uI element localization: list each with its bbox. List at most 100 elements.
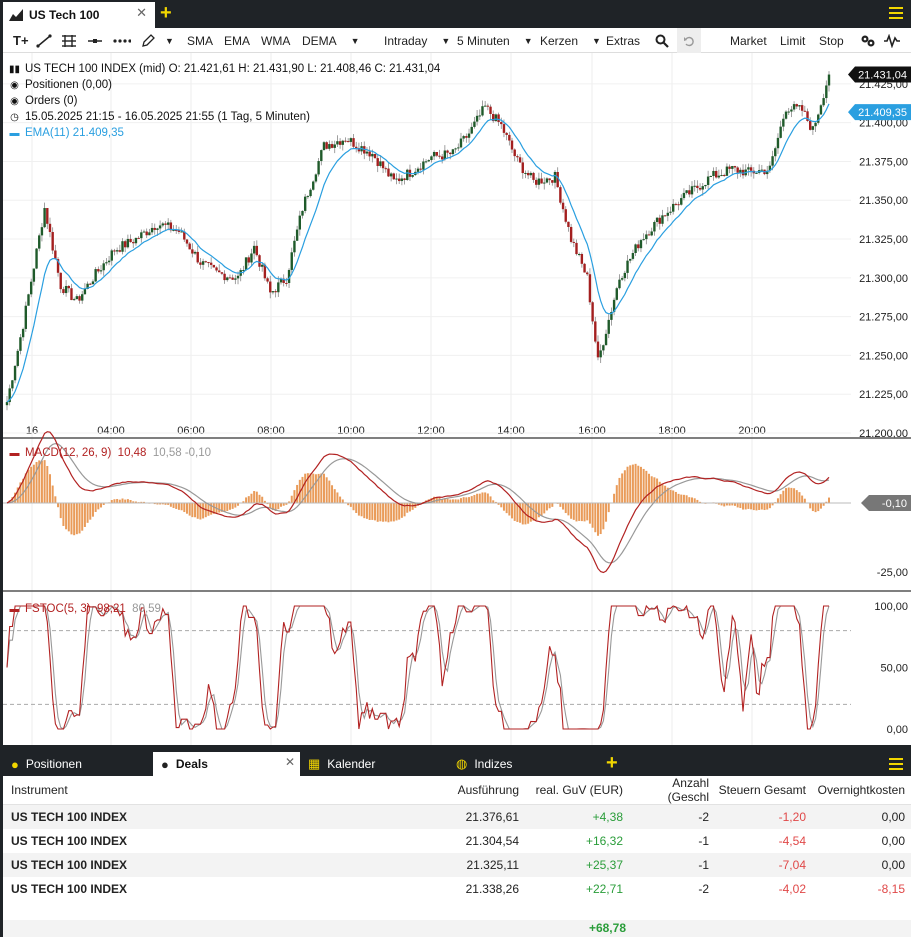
macd-histogram-bar <box>653 477 656 503</box>
macd-histogram-bar <box>411 503 414 510</box>
text-tool-label: T+ <box>13 33 29 48</box>
candle-body <box>123 241 127 248</box>
close-icon[interactable]: ✕ <box>284 755 295 769</box>
menu-icon[interactable] <box>889 758 903 770</box>
macd-histogram-bar <box>226 503 229 511</box>
text-tool-button[interactable]: T+ <box>13 28 29 53</box>
column-header[interactable]: Steuern Gesamt <box>715 776 812 805</box>
undo-button[interactable] <box>677 28 701 53</box>
ema-legend-label: EMA(11) 21.409,35 <box>25 127 124 139</box>
candle-body <box>629 258 632 261</box>
candle-body <box>64 285 68 294</box>
stoch-legend[interactable]: ▬ FSTOC(5, 3) 98,21 80,59 <box>9 603 161 615</box>
limit-order-button[interactable]: Limit <box>780 28 805 53</box>
positions-legend[interactable]: ◉ Positionen (0,00) <box>9 79 112 91</box>
tab-deals[interactable]: ● Deals ✕ <box>153 752 300 776</box>
macd-signal-value: 10,58 <box>152 447 182 459</box>
macd-histogram-bar <box>336 492 339 503</box>
settings-button[interactable] <box>860 28 876 53</box>
candle-body <box>698 188 702 190</box>
macd-legend[interactable]: ▬ MACD(12, 26, 9) 10,48 10,58 -0,10 <box>9 447 212 459</box>
ema-legend[interactable]: ▬ EMA(11) 21.409,35 <box>9 127 124 139</box>
table-row[interactable]: US TECH 100 INDEX 21.338,26 +22,71 -2 -4… <box>3 877 911 901</box>
column-header[interactable]: Overnightkosten <box>812 776 911 805</box>
macd-histogram-bar <box>185 503 188 514</box>
chart-area[interactable]: 16 04:00 06:00 08:00 10:00 12:00 14:00 16:00 18:… <box>3 53 911 745</box>
interval-dropdown[interactable]: 5 Minuten ▼ <box>457 28 533 53</box>
market-label: Market <box>730 33 767 48</box>
candle-body <box>223 273 226 281</box>
stop-order-button[interactable]: Stop <box>819 28 844 53</box>
cell-instrument: US TECH 100 INDEX <box>3 852 303 877</box>
dotted-line-tool-button[interactable] <box>113 28 131 53</box>
line-swatch-icon: ▬ <box>9 603 20 615</box>
line-tool-button[interactable] <box>36 28 52 53</box>
macd-histogram-bar <box>664 485 667 503</box>
extras-button[interactable]: Extras <box>606 28 640 53</box>
close-icon[interactable]: ✕ <box>136 5 147 20</box>
candle-body <box>175 230 178 232</box>
candle-body <box>661 215 664 224</box>
macd-histogram-bar <box>400 503 403 518</box>
candle-body <box>132 242 135 244</box>
macd-histogram-bar <box>459 498 462 503</box>
ema-label: EMA <box>224 33 251 48</box>
add-tab-button[interactable]: + <box>160 2 172 24</box>
horizontal-line-icon <box>88 38 102 43</box>
tab-positionen[interactable]: ● Positionen <box>3 752 150 776</box>
candle-body <box>274 291 277 293</box>
candle-body <box>333 144 336 148</box>
table-row[interactable]: US TECH 100 INDEX 21.325,11 +25,37 -1 -7… <box>3 852 911 877</box>
macd-histogram-bar <box>785 488 788 503</box>
candle-body <box>620 278 624 280</box>
column-header[interactable]: Anzahl (Geschl <box>629 776 715 805</box>
macd-histogram-bar <box>567 503 570 516</box>
macd-histogram-bar <box>320 473 323 503</box>
macd-histogram-bar <box>363 503 366 519</box>
candle-body <box>21 328 25 338</box>
candle-body <box>446 150 449 153</box>
column-header[interactable]: Instrument <box>3 776 303 805</box>
macd-histogram-bar <box>100 503 103 508</box>
chart-tab[interactable]: US Tech 100 ✕ <box>3 2 155 28</box>
dema-dropdown[interactable]: DEMA ▼ <box>302 28 360 53</box>
macd-histogram-bar <box>790 487 793 503</box>
candle-body <box>559 187 562 203</box>
wma-button[interactable]: WMA <box>261 28 290 53</box>
tab-kalender[interactable]: ▦ Kalender <box>304 752 444 776</box>
cell-overnight: 0,00 <box>812 852 911 877</box>
macd-histogram-bar <box>19 482 22 503</box>
candle-body <box>709 176 713 178</box>
column-header[interactable]: real. GuV (EUR) <box>525 776 629 805</box>
tab-indizes[interactable]: ◍ Indizes <box>454 752 594 776</box>
zoom-button[interactable] <box>655 28 669 53</box>
period-dropdown[interactable]: Intraday ▼ <box>384 28 450 53</box>
macd-histogram-bar <box>615 485 618 503</box>
table-row[interactable]: US TECH 100 INDEX 21.376,61 +4,38 -2 -1,… <box>3 804 911 829</box>
macd-histogram-bar <box>583 503 586 522</box>
candle-body <box>266 278 269 282</box>
macd-histogram-bar <box>164 503 167 505</box>
wave-button[interactable] <box>883 28 901 53</box>
sma-button[interactable]: SMA <box>187 28 213 53</box>
limit-label: Limit <box>780 33 806 48</box>
macd-histogram-bar <box>124 499 127 503</box>
macd-histogram-bar <box>451 499 454 503</box>
draw-tool-dropdown[interactable]: ▼ <box>141 28 174 53</box>
orders-legend[interactable]: ◉ Orders (0) <box>9 95 77 107</box>
table-row[interactable]: US TECH 100 INDEX 21.304,54 +16,32 -1 -4… <box>3 829 911 853</box>
hline-tool-button[interactable] <box>87 28 103 53</box>
chart-style-dropdown[interactable]: Kerzen ▼ <box>540 28 601 53</box>
market-order-button[interactable]: Market <box>730 28 767 53</box>
candle-body <box>784 111 788 119</box>
candle-body <box>371 153 374 157</box>
candle-body <box>279 278 283 283</box>
add-tab-button[interactable]: + <box>606 752 618 774</box>
column-header[interactable]: Ausführung <box>303 776 525 805</box>
macd-histogram-bar <box>430 498 433 503</box>
menu-icon[interactable] <box>889 7 903 19</box>
fib-tool-button[interactable] <box>61 28 77 53</box>
cell-execution: 21.325,11 <box>303 852 525 877</box>
price-chart-svg[interactable]: 16 04:00 06:00 08:00 10:00 12:00 14:00 16:00 18:… <box>3 53 911 745</box>
ema-button[interactable]: EMA <box>224 28 250 53</box>
